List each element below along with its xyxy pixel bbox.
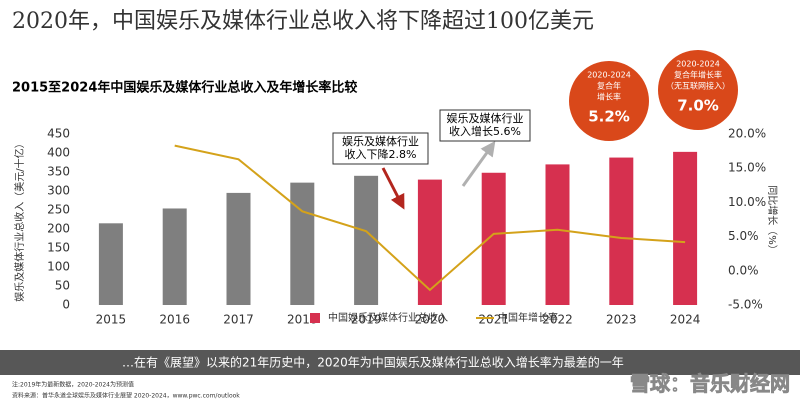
callout-text: 2020-2024 <box>676 60 720 69</box>
y-tick-label: 100 <box>47 260 70 274</box>
line <box>174 144 686 292</box>
y2-tick-label: 5.0% <box>728 229 759 243</box>
y2-tick-label: 10.0% <box>728 195 766 209</box>
arrow <box>381 167 405 210</box>
bar <box>98 223 123 305</box>
note: 资料来源：普华永道全球娱乐及媒体行业展望 2020-2024，www.pwc.c… <box>12 392 240 400</box>
bar <box>162 208 187 305</box>
annotation: 娱乐及媒体行业 <box>447 111 524 125</box>
bar <box>481 172 506 305</box>
note: 注:2019年为最新数据，2020-2024为预测值 <box>12 381 134 389</box>
banner: …在有《展望》以来的21年历史中，2020年为中国娱乐及媒体行业总收入增长率为最… <box>122 355 624 370</box>
annotation: 收入增长5.6% <box>449 124 521 138</box>
y2-tick-label: 0.0% <box>728 263 759 277</box>
chart-title: 2020年，中国娱乐及媒体行业总收入将下降超过100亿美元 <box>12 9 594 34</box>
bar <box>545 164 570 305</box>
x-tick-label: 2018 <box>287 313 318 327</box>
x-tick-label: 2020 <box>415 313 446 327</box>
legend-label: 中国娱乐及媒体行业总收入 <box>328 311 448 324</box>
callout-text: 2020-2024 <box>587 71 631 80</box>
y2-tick-label: 20.0% <box>728 127 766 141</box>
bar <box>609 157 634 305</box>
y-tick-label: 300 <box>47 184 70 198</box>
bar <box>226 192 251 305</box>
y-tick-label: 0 <box>62 298 70 312</box>
callout-text: 复合年增长率 <box>674 70 722 80</box>
bar <box>290 182 315 305</box>
bar <box>673 151 698 305</box>
callout-circle <box>569 61 649 141</box>
y2-axis-label: 同比增长（%） <box>766 185 779 255</box>
x-tick-label: 2021 <box>478 313 509 327</box>
annotation-box <box>439 109 531 142</box>
callout-text: 复合年 <box>597 81 621 91</box>
x-tick-label: 2023 <box>606 313 637 327</box>
callout-circle <box>658 50 738 130</box>
x-tick-label: 2019 <box>351 313 382 327</box>
x-tick-label: 2015 <box>96 313 127 327</box>
arrow <box>461 140 496 187</box>
y-tick-label: 50 <box>55 279 70 293</box>
callout-text: （无互联网接入） <box>666 81 730 91</box>
y-tick-label: 250 <box>47 203 70 217</box>
x-tick-label: 2024 <box>670 313 701 327</box>
callout-text: 增长率 <box>597 92 621 102</box>
chart-subtitle: 2015至2024年中国娱乐及媒体行业总收入及年增长率比较 <box>12 80 357 96</box>
annotation: 娱乐及媒体行业 <box>342 134 419 148</box>
y-axis-label: 娱乐及媒体行业总收入（美元/十亿） <box>13 138 26 301</box>
y-tick-label: 200 <box>47 222 70 236</box>
legend-label: 中国年增长率 <box>498 311 558 324</box>
callout-figure: 5.2% <box>588 108 630 126</box>
x-tick-label: 2017 <box>223 313 254 327</box>
y2-tick-label: 15.0% <box>728 161 766 175</box>
x-tick-label: 2016 <box>159 313 190 327</box>
x-tick-label: 2022 <box>542 313 573 327</box>
y-tick-label: 150 <box>47 241 70 255</box>
bar <box>354 175 379 305</box>
annotation: 收入下降2.8% <box>345 147 417 161</box>
y2-tick-label: -5.0% <box>728 298 763 312</box>
watermark: 雪球：音乐财经网 <box>630 372 790 396</box>
banner-bg <box>0 350 800 375</box>
y-tick-label: 400 <box>47 146 70 160</box>
callout-figure: 7.0% <box>677 97 719 115</box>
y-tick-label: 450 <box>47 127 70 141</box>
y-tick-label: 350 <box>47 165 70 179</box>
bar <box>417 179 442 305</box>
annotation-box <box>332 132 429 165</box>
legend-swatch <box>310 313 320 323</box>
